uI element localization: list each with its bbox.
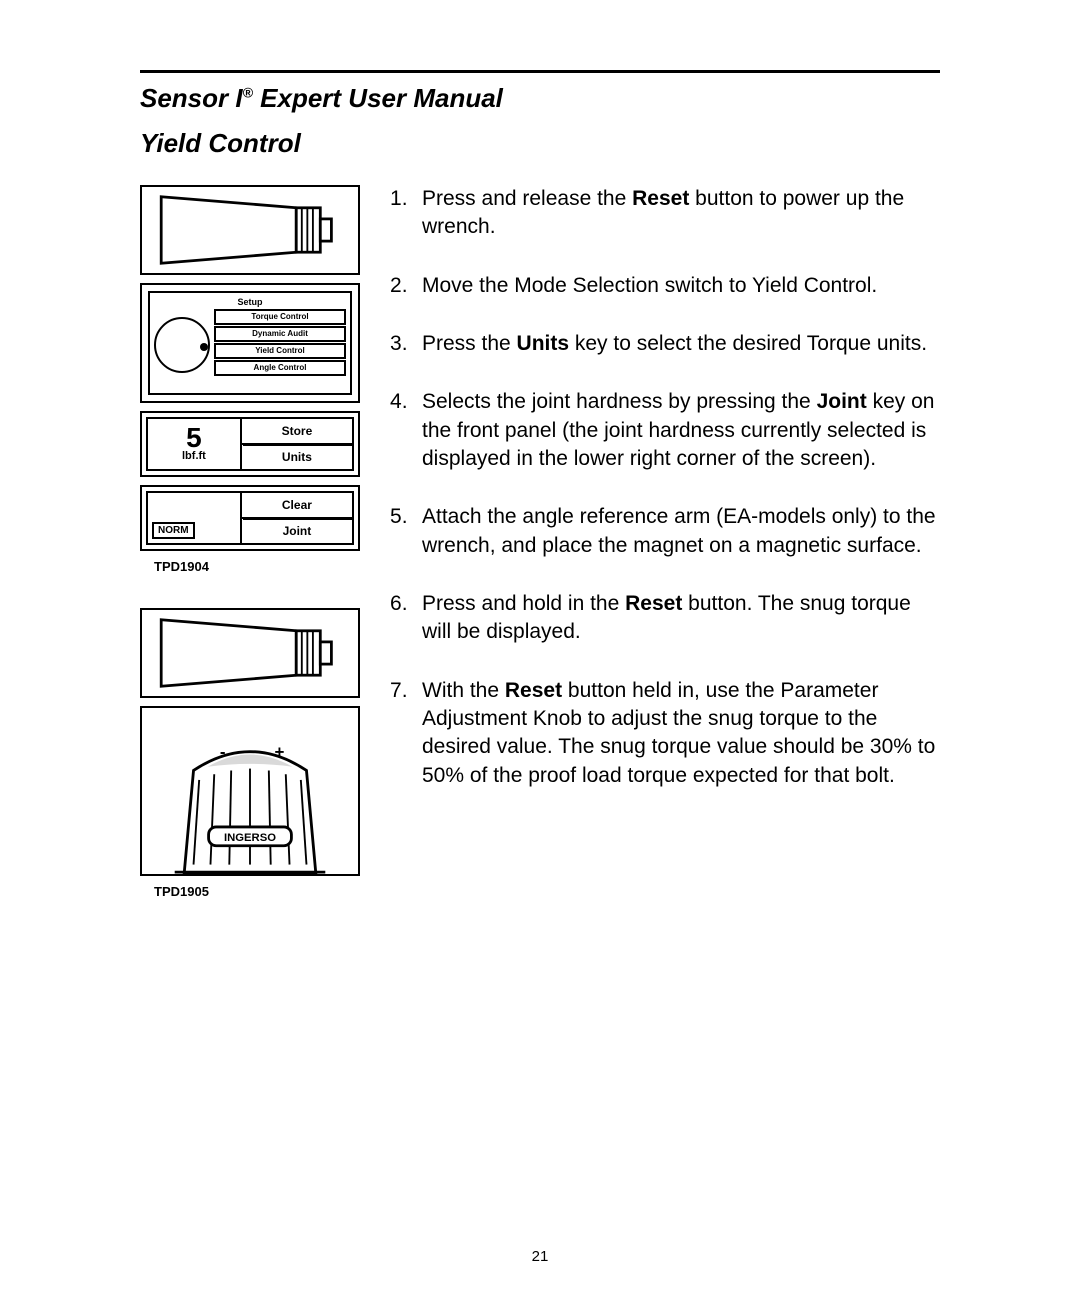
- step-text-bold: Joint: [817, 390, 867, 413]
- figure-caption-2: TPD1905: [154, 884, 360, 899]
- step-text-pre: Selects the joint hardness by pressing t…: [422, 390, 817, 413]
- figure-mode-dial: Setup Torque Control Dynamic Audit Yield…: [140, 283, 360, 403]
- mode-item: Torque Control: [214, 309, 346, 325]
- step-text-pre: With the: [422, 679, 505, 702]
- joint-button-label: Joint: [242, 519, 352, 543]
- steps-column: Press and release the Reset button to po…: [390, 185, 940, 899]
- svg-text:-: -: [220, 742, 226, 761]
- title-post: Expert User Manual: [253, 83, 503, 113]
- mode-item: Yield Control: [214, 343, 346, 359]
- figure-caption-1: TPD1904: [154, 559, 360, 574]
- figure-wrench-head: [140, 185, 360, 275]
- wrench-head-svg-2: [148, 616, 352, 690]
- units-button-label: Units: [242, 445, 352, 469]
- steps-list: Press and release the Reset button to po…: [390, 185, 940, 790]
- step-text-pre: Attach the angle reference arm (EA-model…: [422, 505, 936, 556]
- page-number: 21: [0, 1248, 1080, 1265]
- step-text-bold: Units: [517, 332, 570, 355]
- mode-dial-icon: [154, 317, 210, 373]
- figure-adjustment-knob: - + INGERSO: [140, 706, 360, 876]
- step-text-pre: Move the Mode Selection switch to Yield …: [422, 274, 877, 297]
- figure-wrench-head-2: [140, 608, 360, 698]
- step-text-post: key to select the desired Torque units.: [569, 332, 927, 355]
- setup-label: Setup: [154, 297, 346, 307]
- mode-item: Dynamic Audit: [214, 326, 346, 342]
- figures-column: Setup Torque Control Dynamic Audit Yield…: [140, 185, 360, 899]
- knob-brand-text: INGERSO: [224, 832, 276, 844]
- document-title: Sensor I® Expert User Manual: [140, 83, 940, 114]
- section-title: Yield Control: [140, 128, 940, 159]
- step-item: Press the Units key to select the desire…: [390, 330, 940, 358]
- step-text-bold: Reset: [505, 679, 562, 702]
- norm-label: NORM: [152, 522, 195, 539]
- step-text-pre: Press and hold in the: [422, 592, 625, 615]
- knob-svg: - + INGERSO: [148, 714, 352, 874]
- title-pre: Sensor I: [140, 83, 243, 113]
- title-registered: ®: [243, 84, 253, 100]
- step-text-pre: Press and release the: [422, 187, 632, 210]
- units-display: 5 lbf.ft: [148, 419, 242, 469]
- mode-item: Angle Control: [214, 360, 346, 376]
- header-rule: [140, 70, 940, 73]
- step-item: With the Reset button held in, use the P…: [390, 677, 940, 790]
- step-item: Move the Mode Selection switch to Yield …: [390, 272, 940, 300]
- step-item: Selects the joint hardness by pressing t…: [390, 388, 940, 473]
- step-item: Press and hold in the Reset button. The …: [390, 590, 940, 647]
- step-text-pre: Press the: [422, 332, 517, 355]
- step-text-bold: Reset: [625, 592, 682, 615]
- clear-button-label: Clear: [242, 493, 352, 519]
- units-unit: lbf.ft: [182, 450, 206, 462]
- step-text-bold: Reset: [632, 187, 689, 210]
- mode-list: Torque Control Dynamic Audit Yield Contr…: [214, 309, 346, 376]
- store-button-label: Store: [242, 419, 352, 445]
- step-item: Press and release the Reset button to po…: [390, 185, 940, 242]
- figure-units-panel: 5 lbf.ft Store Units: [140, 411, 360, 477]
- units-value: 5: [186, 426, 202, 450]
- figure-joint-panel: NORM Clear Joint: [140, 485, 360, 551]
- step-item: Attach the angle reference arm (EA-model…: [390, 503, 940, 560]
- wrench-head-svg: [148, 193, 352, 267]
- svg-text:+: +: [274, 742, 284, 761]
